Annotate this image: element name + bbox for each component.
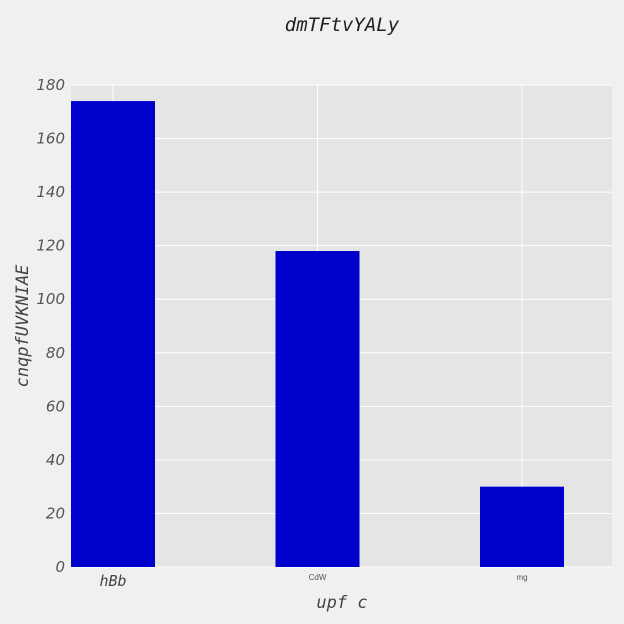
chart-title: dmTFtvYALy bbox=[285, 14, 400, 36]
y-tick-labels: 0 20 40 60 80 100 120 140 160 180 bbox=[36, 76, 65, 576]
y-tick-label: 40 bbox=[46, 451, 65, 469]
y-tick-label: 60 bbox=[46, 397, 65, 415]
y-tick-label: 120 bbox=[36, 237, 65, 255]
x-tick-label-cdw: CdW bbox=[309, 573, 327, 582]
x-tick-labels: hBb CdW mg bbox=[99, 572, 527, 590]
bar-mg bbox=[480, 486, 564, 567]
x-tick-label-mg: mg bbox=[516, 573, 527, 582]
y-tick-label: 100 bbox=[36, 290, 65, 308]
bars bbox=[71, 101, 564, 568]
y-tick-label: 140 bbox=[36, 183, 65, 201]
y-tick-label: 20 bbox=[46, 504, 65, 522]
x-axis-label: upf c bbox=[316, 593, 367, 613]
y-tick-label: 0 bbox=[55, 558, 65, 576]
y-tick-label: 160 bbox=[36, 130, 65, 148]
bar-cdw bbox=[275, 251, 360, 567]
y-axis-label: cnqpfUVKNIAE bbox=[13, 264, 33, 388]
y-tick-label: 180 bbox=[36, 76, 65, 94]
bar-hbb bbox=[71, 101, 155, 568]
y-tick-label: 80 bbox=[46, 344, 65, 362]
x-tick-label-hbb: hBb bbox=[99, 572, 126, 590]
